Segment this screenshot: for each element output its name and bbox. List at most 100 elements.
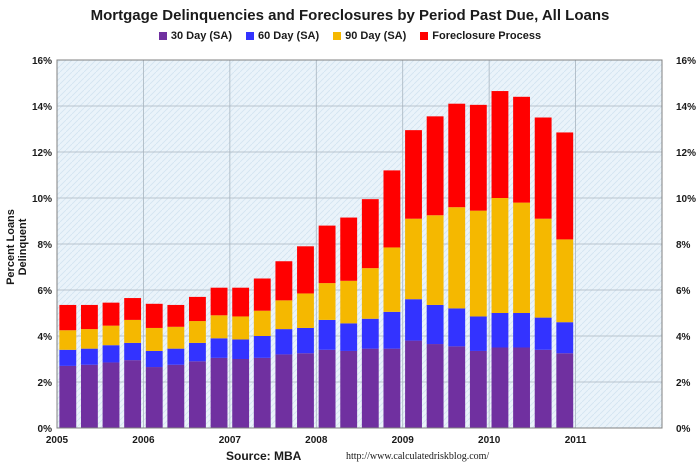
bar-segment-90-day: [534, 218, 552, 318]
bar-segment-60-day: [340, 323, 358, 351]
legend-label-30-day: 30 Day (SA): [170, 30, 232, 42]
bar-segment-90-day: [340, 280, 358, 324]
bar-segment-60-day: [297, 327, 314, 354]
bar-segment-30-day: [556, 353, 574, 428]
bar-segment-90-day: [318, 283, 336, 320]
y-tick-label-left: 10%: [32, 194, 52, 205]
bar-segment-30-day: [448, 346, 466, 428]
plot-border: [56, 59, 663, 429]
bar-segment-90-day: [189, 321, 206, 343]
bar-segment-90-day: [556, 239, 574, 323]
y-tick-label-right: 4%: [676, 332, 691, 343]
bar-segment-foreclosure: [189, 296, 206, 322]
bar-segment-30-day: [361, 348, 379, 428]
bar-stacks: [59, 91, 574, 428]
bar-segment-90-day: [145, 327, 163, 351]
legend-swatch-90-day: [333, 32, 342, 40]
bar-segment-90-day: [361, 268, 379, 319]
bar-segment-30-day: [232, 359, 250, 428]
bar-segment-90-day: [383, 247, 401, 312]
bar-segment-30-day: [340, 350, 358, 428]
bar-segment-60-day: [145, 350, 163, 368]
bar-segment-60-day: [80, 348, 98, 365]
bar-segment-foreclosure: [253, 278, 271, 311]
bar-segment-60-day: [361, 318, 379, 349]
y-tick-label-right: 12%: [676, 148, 696, 159]
bar-segment-60-day: [469, 316, 487, 351]
legend-item-30-day: 30 Day (SA): [158, 30, 232, 42]
y-tick-label-right: 0%: [676, 424, 691, 435]
bar-segment-30-day: [297, 353, 314, 428]
y-tick-label-left: 8%: [38, 240, 53, 251]
legend-label-60-day: 60 Day (SA): [258, 30, 320, 42]
bar-segment-foreclosure: [297, 246, 314, 294]
legend-swatch-60-day: [246, 32, 254, 40]
y-tick-label-left: 6%: [38, 286, 53, 297]
bar-segment-30-day: [405, 340, 422, 428]
legend-label-90-day: 90 Day (SA): [345, 30, 407, 42]
legend-item-foreclosure: Foreclosure Process: [420, 30, 541, 42]
bar-segment-60-day: [426, 304, 444, 345]
bar-segment-90-day: [448, 207, 466, 309]
bar-segment-90-day: [102, 325, 120, 346]
y-tick-label-right: 6%: [676, 286, 691, 297]
bar-segment-foreclosure: [383, 170, 401, 248]
bar-segment-30-day: [383, 348, 401, 428]
bar-segment-90-day: [232, 316, 250, 340]
bar-segment-foreclosure: [361, 199, 379, 269]
bar-segment-90-day: [167, 326, 185, 349]
legend: 30 Day (SA) 60 Day (SA) 90 Day (SA) Fore…: [0, 30, 700, 42]
bar-segment-30-day: [275, 354, 293, 428]
bar-segment-foreclosure: [145, 303, 163, 328]
bar-segment-60-day: [556, 322, 574, 354]
bar-segment-foreclosure: [59, 304, 77, 331]
chart-title: Mortgage Delinquencies and Foreclosures …: [90, 7, 610, 24]
bar-segment-60-day: [383, 311, 401, 349]
bar-segment-foreclosure: [340, 217, 358, 281]
bar-segment-foreclosure: [556, 132, 574, 240]
bar-segment-30-day: [469, 350, 487, 428]
bar-segment-foreclosure: [124, 298, 142, 320]
bar-segment-foreclosure: [318, 225, 336, 284]
source-label: Source: MBA: [226, 449, 302, 463]
bar-segment-90-day: [59, 330, 77, 350]
bar-segment-60-day: [210, 338, 228, 358]
bar-segment-60-day: [513, 313, 530, 348]
bar-segment-30-day: [189, 361, 206, 428]
bar-segment-foreclosure: [102, 302, 120, 326]
bar-segment-30-day: [167, 364, 185, 428]
bar-segment-60-day: [232, 339, 250, 359]
y-tick-label-right: 16%: [676, 56, 696, 67]
bar-segment-foreclosure: [426, 116, 444, 216]
bar-segment-90-day: [275, 300, 293, 330]
y-tick-label-left: 0%: [38, 424, 53, 435]
bar-segment-30-day: [124, 360, 142, 428]
x-tick-label: 2007: [219, 435, 242, 446]
bar-segment-90-day: [426, 215, 444, 305]
bar-segment-foreclosure: [80, 304, 98, 330]
bar-segment-30-day: [210, 357, 228, 428]
bar-segment-foreclosure: [167, 304, 185, 327]
bar-segment-60-day: [405, 299, 422, 341]
bar-segment-30-day: [491, 347, 509, 428]
legend-swatch-foreclosure: [420, 32, 429, 40]
bar-segment-foreclosure: [210, 287, 228, 316]
bar-segment-90-day: [513, 202, 530, 313]
bar-segment-foreclosure: [448, 103, 466, 208]
bar-segment-30-day: [513, 347, 530, 428]
y-tick-label-left: 14%: [32, 102, 52, 113]
bar-segment-60-day: [59, 349, 77, 366]
bar-segment-30-day: [80, 364, 98, 428]
bar-segment-60-day: [491, 313, 509, 348]
bar-segment-90-day: [124, 319, 142, 343]
bar-segment-30-day: [59, 365, 77, 428]
bar-segment-60-day: [124, 342, 142, 361]
bar-segment-foreclosure: [534, 117, 552, 219]
y-tick-label-left: 2%: [38, 378, 53, 389]
y-tick-label-left: 12%: [32, 148, 52, 159]
bar-segment-90-day: [469, 210, 487, 317]
y-axis-label: Percent Loans Delinquent: [5, 209, 29, 285]
bar-segment-foreclosure: [232, 287, 250, 317]
y-tick-label-left: 4%: [38, 332, 53, 343]
